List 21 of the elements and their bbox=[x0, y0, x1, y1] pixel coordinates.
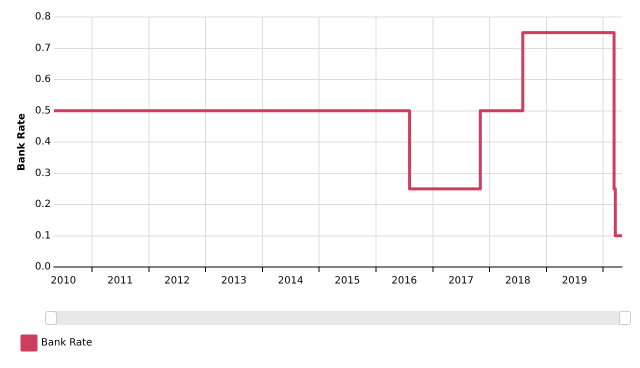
y-tick-label: 0.6 bbox=[34, 74, 51, 86]
y-tick-label: 0.0 bbox=[34, 262, 51, 273]
x-tick-label: 2013 bbox=[221, 276, 247, 287]
y-tick-label: 0.4 bbox=[34, 136, 51, 148]
y-tick-label: 0.3 bbox=[34, 168, 51, 179]
x-tick-label: 2018 bbox=[505, 276, 531, 287]
x-tick-label: 2010 bbox=[50, 276, 76, 287]
x-tick-label: 2017 bbox=[448, 276, 474, 287]
x-tick-label: 2011 bbox=[107, 276, 133, 287]
legend-label: Bank Rate bbox=[41, 338, 92, 349]
y-tick-label: 0.8 bbox=[34, 12, 51, 23]
y-tick-label: 0.7 bbox=[34, 42, 51, 54]
y-axis-title: Bank Rate bbox=[16, 112, 28, 171]
y-tick-label: 0.5 bbox=[34, 105, 51, 116]
x-tick-label: 2014 bbox=[278, 276, 304, 287]
x-tick-label: 2012 bbox=[164, 276, 190, 287]
y-tick-label: 0.1 bbox=[34, 230, 51, 242]
x-tick-label: 2015 bbox=[334, 276, 360, 287]
x-tick-label: 2019 bbox=[562, 276, 588, 287]
y-tick-label: 0.2 bbox=[34, 199, 51, 210]
x-tick-label: 2016 bbox=[392, 276, 418, 287]
